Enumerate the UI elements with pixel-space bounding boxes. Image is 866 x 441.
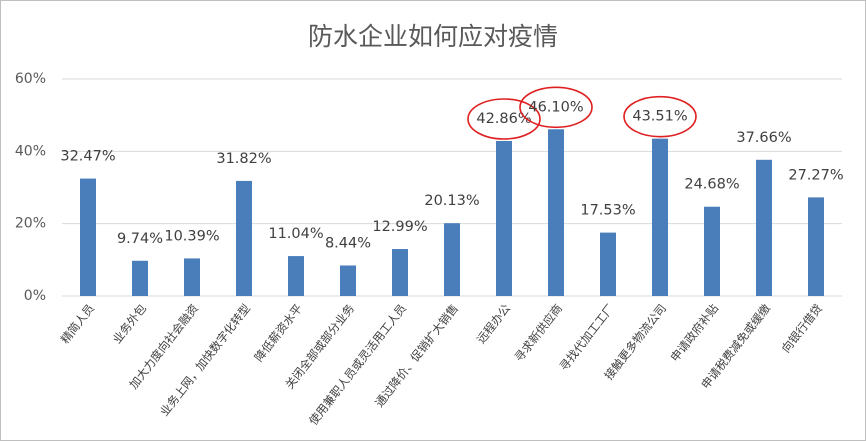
bar <box>600 232 616 296</box>
data-label: 10.39% <box>164 228 219 244</box>
bar <box>236 180 252 296</box>
data-label: 32.47% <box>60 149 115 165</box>
highlight-circle <box>519 86 593 129</box>
data-label: 31.82% <box>216 151 271 167</box>
bar <box>132 260 148 296</box>
data-label: 37.66% <box>736 130 791 146</box>
bar <box>288 256 304 296</box>
bar <box>184 258 200 296</box>
chart-title: 防水企业如何应对疫情 <box>308 22 558 51</box>
highlight-circle <box>467 98 541 140</box>
bar <box>340 265 356 296</box>
data-label: 8.44% <box>325 235 371 251</box>
bar <box>808 197 824 296</box>
y-tick-label: 60% <box>15 71 46 87</box>
data-label: 9.74% <box>117 231 163 247</box>
bar <box>548 129 564 296</box>
highlight-circle <box>623 95 697 138</box>
data-label: 24.68% <box>684 177 739 193</box>
y-tick-label: 40% <box>15 143 46 159</box>
data-label: 20.13% <box>424 193 479 209</box>
data-label: 43.51% <box>632 109 687 125</box>
data-label: 27.27% <box>788 167 843 183</box>
data-label: 46.10% <box>528 99 583 115</box>
bar <box>652 138 668 296</box>
y-tick-label: 0% <box>24 288 46 304</box>
data-label: 17.53% <box>580 203 635 219</box>
bar <box>444 223 460 296</box>
y-tick-label: 20% <box>15 216 46 232</box>
bar <box>704 206 720 296</box>
data-label: 12.99% <box>372 219 427 235</box>
bar <box>80 178 96 296</box>
bar <box>392 249 408 296</box>
bar <box>496 140 512 296</box>
data-label: 11.04% <box>268 226 323 242</box>
bar <box>756 159 772 296</box>
data-label: 42.86% <box>476 111 531 127</box>
